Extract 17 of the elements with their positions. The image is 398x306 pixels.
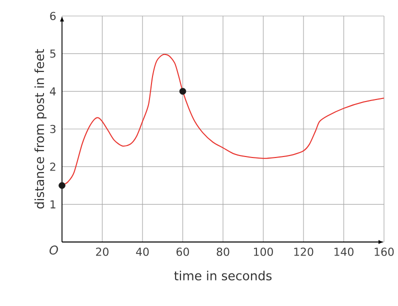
y-tick-label: 2 — [50, 162, 56, 171]
y-tick-label: 6 — [50, 12, 56, 20]
x-tick-label: 80 — [216, 248, 230, 256]
x-tick-label: 100 — [254, 248, 273, 256]
y-tick-label: 3 — [50, 124, 56, 134]
y-axis-title: distance from post in feet — [34, 49, 47, 209]
text: O — [50, 246, 58, 255]
x-tick-label: 120 — [294, 248, 314, 256]
x-tick-label: 160 — [374, 248, 394, 256]
y-tick-label: 4 — [50, 87, 56, 96]
x-axis-title: time in seconds — [174, 270, 272, 280]
x-tick-label: 20 — [96, 248, 108, 256]
x-tick-label: 140 — [334, 248, 354, 256]
x-tick-label: 60 — [176, 248, 189, 256]
x-tick-label: 40 — [136, 248, 149, 256]
y-tick-label: 1 — [50, 200, 56, 208]
y-tick-label: 5 — [50, 50, 56, 58]
